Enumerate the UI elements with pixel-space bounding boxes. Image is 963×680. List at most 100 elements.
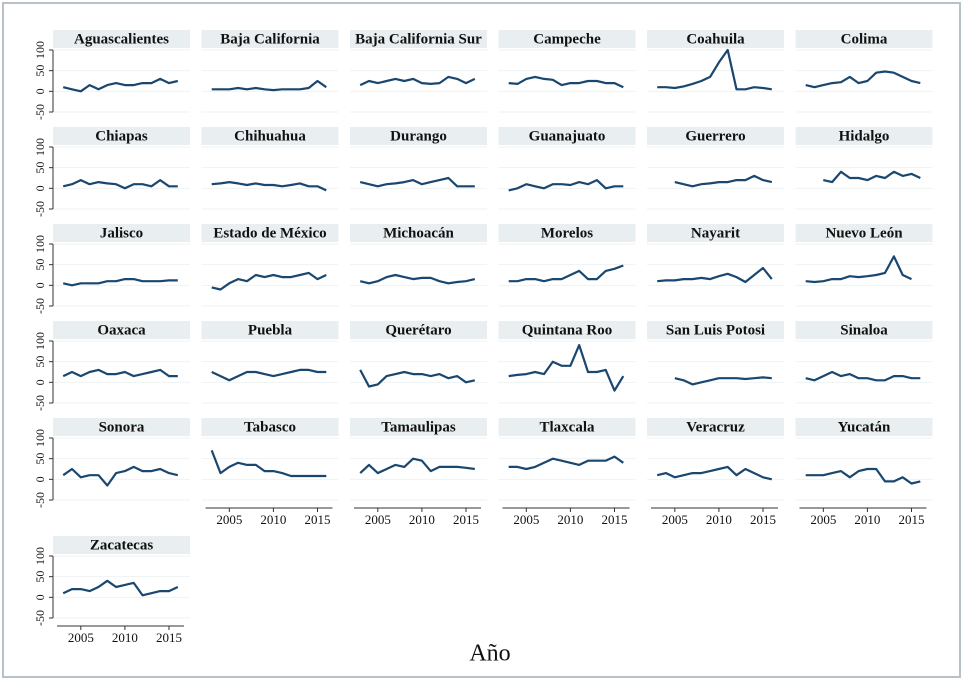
panel-title: Guerrero bbox=[685, 128, 745, 144]
y-tick-label: 0 bbox=[33, 476, 47, 482]
y-tick-label: -50 bbox=[33, 610, 47, 626]
series-line bbox=[359, 369, 476, 388]
y-tick-label: 0 bbox=[33, 185, 47, 191]
series-line bbox=[359, 273, 476, 285]
panel-title: Michoacán bbox=[383, 225, 454, 241]
panel-strip bbox=[350, 224, 487, 242]
panel-strip bbox=[350, 418, 487, 436]
panel-strip bbox=[498, 321, 636, 339]
y-tick-label: 0 bbox=[33, 594, 47, 600]
panel-title: San Luis Potosi bbox=[666, 322, 765, 338]
panel-strip bbox=[201, 418, 339, 436]
panel-title: Oaxaca bbox=[97, 322, 146, 338]
y-tick-label: 50 bbox=[33, 65, 47, 77]
series-line bbox=[508, 179, 624, 192]
panel-strip bbox=[53, 30, 190, 48]
panel-title: Zacatecas bbox=[90, 537, 153, 553]
x-tick-label: 2005 bbox=[513, 512, 539, 527]
y-tick-label: 100 bbox=[33, 138, 47, 156]
x-tick-label: 2005 bbox=[662, 512, 688, 527]
y-tick-label: -50 bbox=[33, 201, 47, 217]
panel-strip bbox=[53, 321, 190, 339]
x-tick-label: 2010 bbox=[409, 512, 435, 527]
y-tick-label: -50 bbox=[33, 104, 47, 120]
series-line bbox=[823, 170, 921, 184]
y-tick-label: 100 bbox=[33, 235, 47, 253]
y-tick-label: -50 bbox=[33, 298, 47, 314]
x-tick-label: 2015 bbox=[899, 512, 925, 527]
panel-strip bbox=[53, 536, 190, 554]
series-line bbox=[657, 266, 773, 284]
y-tick-label: 0 bbox=[33, 88, 47, 94]
panel-title: Colima bbox=[841, 31, 888, 47]
x-tick-label: 2005 bbox=[216, 512, 242, 527]
panel-strip bbox=[201, 321, 339, 339]
panel-strip bbox=[647, 321, 784, 339]
series-line bbox=[211, 181, 327, 192]
panel-title: Campeche bbox=[533, 31, 601, 47]
panel-title: Chihuahua bbox=[234, 128, 306, 144]
panel-title: Jalisco bbox=[100, 225, 143, 241]
panel-strip bbox=[53, 127, 190, 145]
series-line bbox=[805, 70, 921, 89]
x-tick-label: 2005 bbox=[68, 630, 94, 645]
series-line bbox=[62, 465, 179, 487]
panel-strip bbox=[201, 224, 339, 242]
y-tick-label: -50 bbox=[33, 395, 47, 411]
y-tick-label: 100 bbox=[33, 332, 47, 350]
y-tick-label: 50 bbox=[33, 453, 47, 465]
y-tick-label: 50 bbox=[33, 162, 47, 174]
x-tick-label: 2010 bbox=[112, 630, 138, 645]
panel-title: Coahuila bbox=[686, 31, 745, 47]
panel-title: Estado de México bbox=[213, 225, 326, 241]
panel-strip bbox=[498, 224, 636, 242]
series-line bbox=[62, 278, 178, 287]
x-tick-label: 2015 bbox=[453, 512, 479, 527]
series-line bbox=[805, 255, 912, 284]
y-tick-label: 100 bbox=[33, 429, 47, 447]
panel-strip bbox=[201, 127, 339, 145]
panel-strip bbox=[350, 321, 487, 339]
y-tick-label: -50 bbox=[33, 492, 47, 508]
series-line bbox=[508, 455, 624, 471]
series-line bbox=[674, 174, 773, 188]
x-tick-label: 2005 bbox=[365, 512, 391, 527]
panel-title: Tabasco bbox=[244, 419, 296, 435]
panel-title: Morelos bbox=[541, 225, 593, 241]
series-line bbox=[508, 344, 625, 392]
panel-strip bbox=[647, 30, 784, 48]
panel-title: Veracruz bbox=[686, 419, 745, 435]
series-line bbox=[656, 465, 773, 481]
series-line bbox=[657, 48, 772, 91]
y-tick-label: 0 bbox=[33, 379, 47, 385]
series-line bbox=[508, 75, 624, 89]
series-line bbox=[211, 368, 327, 382]
panel-title: Baja California bbox=[220, 31, 320, 47]
panel-strip bbox=[350, 127, 487, 145]
panel-title: Tlaxcala bbox=[540, 419, 595, 435]
panel-title: Yucatán bbox=[838, 419, 891, 435]
y-tick-label: 50 bbox=[33, 356, 47, 368]
panel-strip bbox=[498, 30, 636, 48]
x-axis-label: Año bbox=[469, 641, 510, 667]
panel-title: Sinaloa bbox=[840, 322, 888, 338]
x-tick-label: 2005 bbox=[810, 512, 836, 527]
series-line bbox=[805, 467, 921, 485]
y-tick-label: 0 bbox=[33, 282, 47, 288]
panel-title: Baja California Sur bbox=[355, 31, 482, 47]
y-tick-label: 50 bbox=[33, 571, 47, 583]
panel-title: Durango bbox=[390, 128, 447, 144]
panel-strip bbox=[498, 127, 636, 145]
series-line bbox=[211, 271, 327, 291]
panel-strip bbox=[498, 418, 636, 436]
series-line bbox=[508, 264, 624, 283]
panel-strip bbox=[795, 418, 933, 436]
x-tick-label: 2015 bbox=[156, 630, 182, 645]
series-line bbox=[210, 450, 327, 478]
x-tick-label: 2015 bbox=[750, 512, 776, 527]
panel-title: Quintana Roo bbox=[522, 322, 612, 338]
panel-strip bbox=[647, 418, 784, 436]
series-line bbox=[359, 75, 476, 87]
